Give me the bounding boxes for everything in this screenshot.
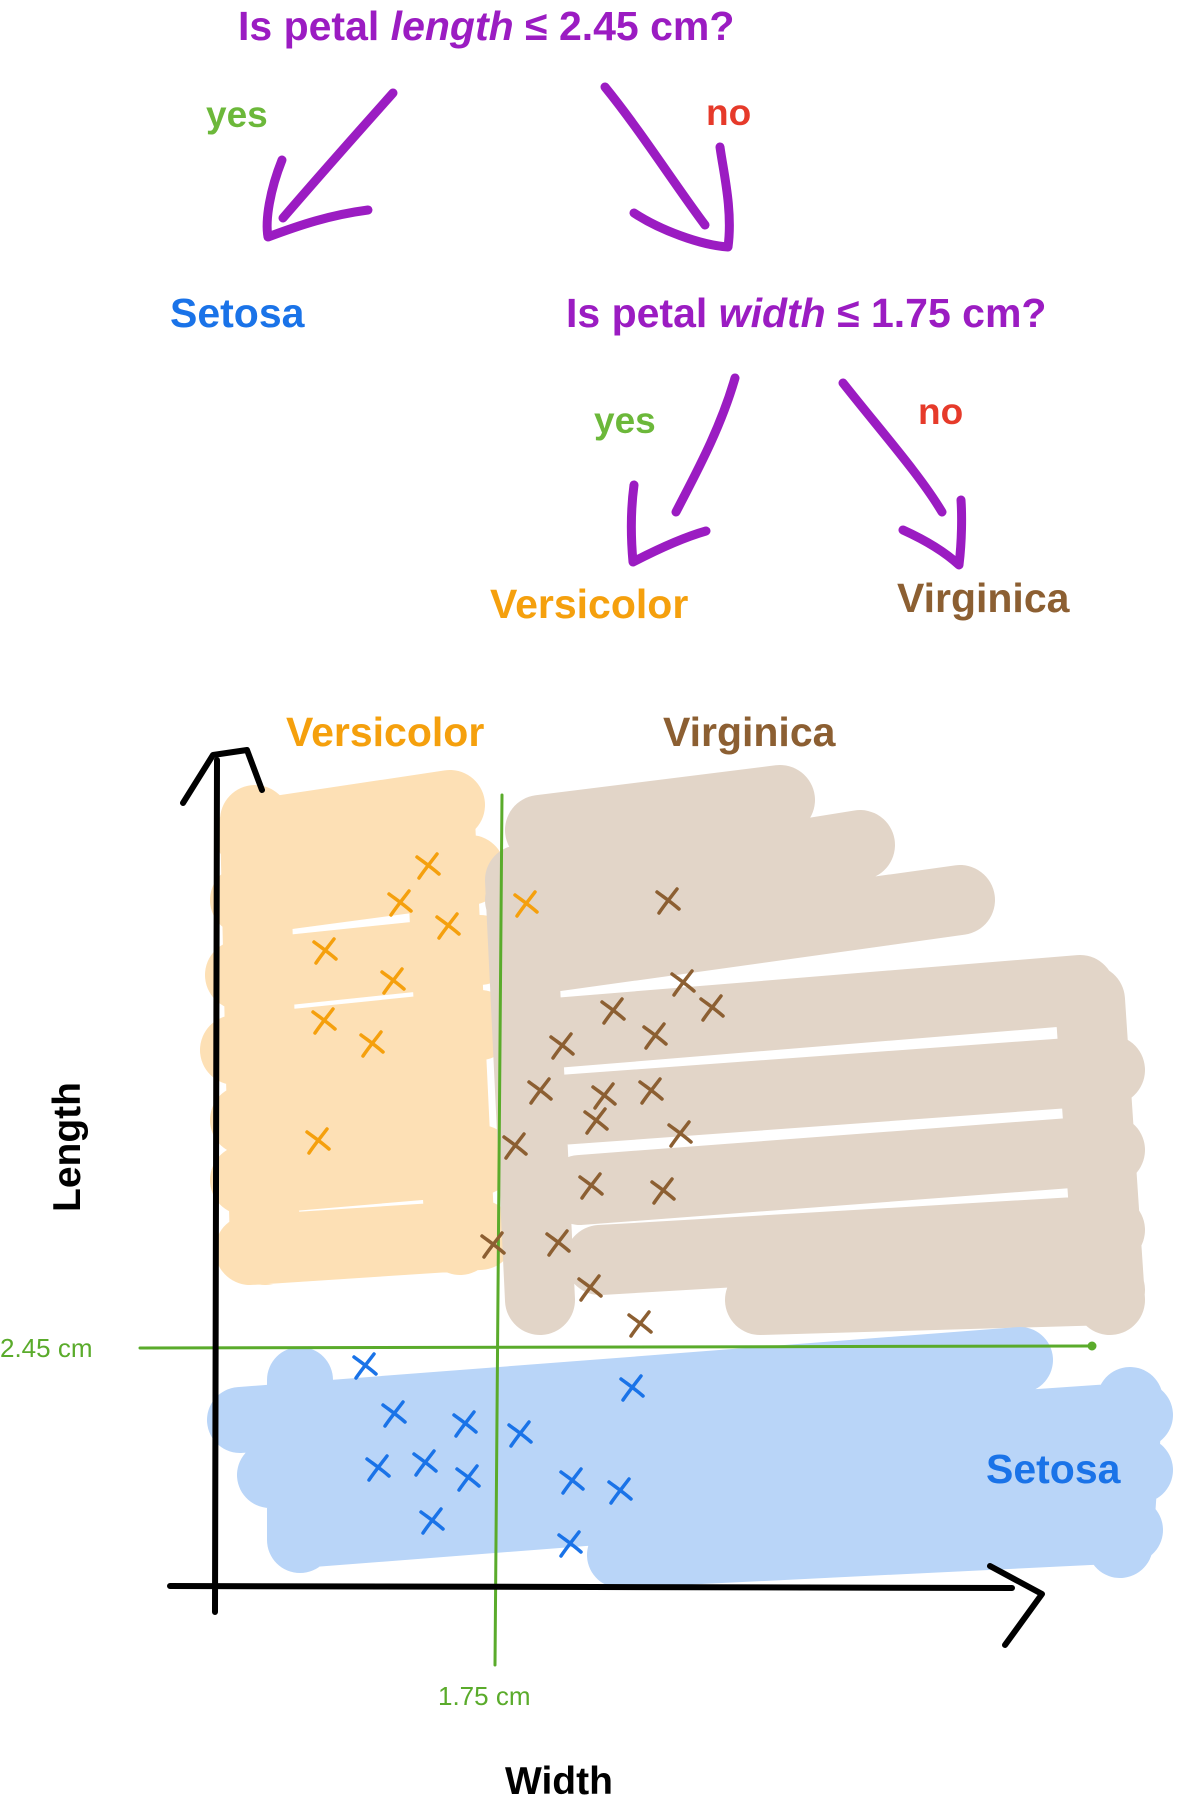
second-question-prefix: Is petal (566, 290, 719, 336)
versicolor-sample-mark (387, 889, 413, 917)
root-question-suffix: ≤ 2.45 cm? (513, 3, 735, 49)
region-label-virginica: Virginica (663, 709, 836, 755)
region-label-setosa: Setosa (986, 1446, 1121, 1492)
virginica-sample-mark (670, 969, 696, 997)
versicolor-sample-mark (415, 852, 441, 880)
virginica-sample-mark (583, 1107, 609, 1135)
virginica-sample-mark (578, 1172, 604, 1200)
versicolor-sample-mark (312, 937, 338, 965)
virginica-sample-mark (502, 1132, 528, 1160)
y-axis-line (212, 757, 220, 1615)
length-threshold-line (138, 1344, 1094, 1350)
y-axis-label: Length (46, 1082, 89, 1212)
root-question-feature: length (390, 3, 514, 49)
arrow-second-no (838, 378, 947, 517)
region-label-versicolor: Versicolor (286, 709, 485, 755)
arrowhead-root-yes (262, 155, 373, 242)
setosa-sample-mark (381, 1400, 407, 1428)
versicolor-sample-mark (380, 967, 406, 995)
virginica-sample-mark (638, 1077, 664, 1105)
virginica-sample-mark (667, 1120, 693, 1148)
setosa-sample-mark (507, 1420, 533, 1448)
virginica-sample-mark (642, 1022, 668, 1050)
versicolor-sample-mark (359, 1030, 385, 1058)
virginica-sample-mark (480, 1231, 506, 1259)
virginica-sample-mark (591, 1082, 617, 1110)
second-question-feature: width (718, 290, 826, 336)
arrowhead-root-no (629, 142, 734, 252)
leaf-setosa: Setosa (170, 290, 305, 336)
root-question: Is petal length ≤ 2.45 cm? (238, 6, 734, 47)
split-lines (138, 793, 1097, 1667)
virginica-sample-mark (627, 1310, 653, 1338)
width-threshold-label: 1.75 cm (438, 1681, 531, 1711)
virginica-sample-mark (655, 887, 681, 915)
axes (167, 747, 1045, 1648)
setosa-sample-mark (557, 1530, 583, 1558)
virginica-sample-mark (545, 1229, 571, 1257)
second-question-suffix: ≤ 1.75 cm? (825, 290, 1047, 336)
arrowhead-second-no (898, 495, 967, 570)
virginica-sample-mark (549, 1032, 575, 1060)
tree-arrows (262, 82, 967, 570)
arrow-root-yes (278, 88, 398, 223)
setosa-sample-mark (452, 1410, 478, 1438)
setosa-sample-mark (352, 1352, 378, 1380)
leaf-versicolor: Versicolor (490, 581, 689, 627)
x-axis-line (167, 1583, 1015, 1591)
root-question-prefix: Is petal (238, 3, 391, 49)
setosa-sample-mark (419, 1507, 445, 1535)
setosa-sample-mark (365, 1454, 391, 1482)
setosa-sample-mark (412, 1449, 438, 1477)
x-axis-label: Width (505, 1760, 613, 1803)
second-yes-label: yes (594, 400, 656, 441)
setosa-sample-mark (619, 1374, 645, 1402)
x-axis-arrowhead (987, 1563, 1045, 1648)
root-no-label: no (706, 92, 752, 133)
line-end-dot (1087, 1341, 1097, 1351)
length-threshold-label: 2.45 cm (0, 1333, 93, 1363)
virginica-sample-mark (650, 1177, 676, 1205)
root-yes-label: yes (206, 94, 268, 135)
versicolor-sample-mark (305, 1127, 331, 1155)
versicolor-sample-mark (311, 1007, 337, 1035)
virginica-sample-mark (699, 994, 725, 1022)
versicolor-region-fill (200, 770, 515, 1285)
second-question: Is petal width ≤ 1.75 cm? (566, 293, 1046, 334)
virginica-sample-mark (527, 1077, 553, 1105)
versicolor-sample-mark (435, 912, 461, 940)
virginica-sample-mark (600, 997, 626, 1025)
setosa-sample-mark (607, 1477, 633, 1505)
arrow-root-no (600, 82, 710, 230)
virginica-region-fill (485, 765, 1145, 1335)
setosa-sample-mark (559, 1467, 585, 1495)
width-threshold-line (493, 793, 504, 1667)
leaf-virginica: Virginica (897, 575, 1070, 621)
virginica-sample-mark (577, 1274, 603, 1302)
setosa-sample-mark (455, 1464, 481, 1492)
arrowhead-second-yes (626, 480, 711, 567)
second-no-label: no (918, 391, 964, 432)
arrow-second-yes (671, 373, 740, 517)
y-axis-arrowhead (180, 747, 265, 806)
versicolor-sample-mark (513, 890, 539, 918)
